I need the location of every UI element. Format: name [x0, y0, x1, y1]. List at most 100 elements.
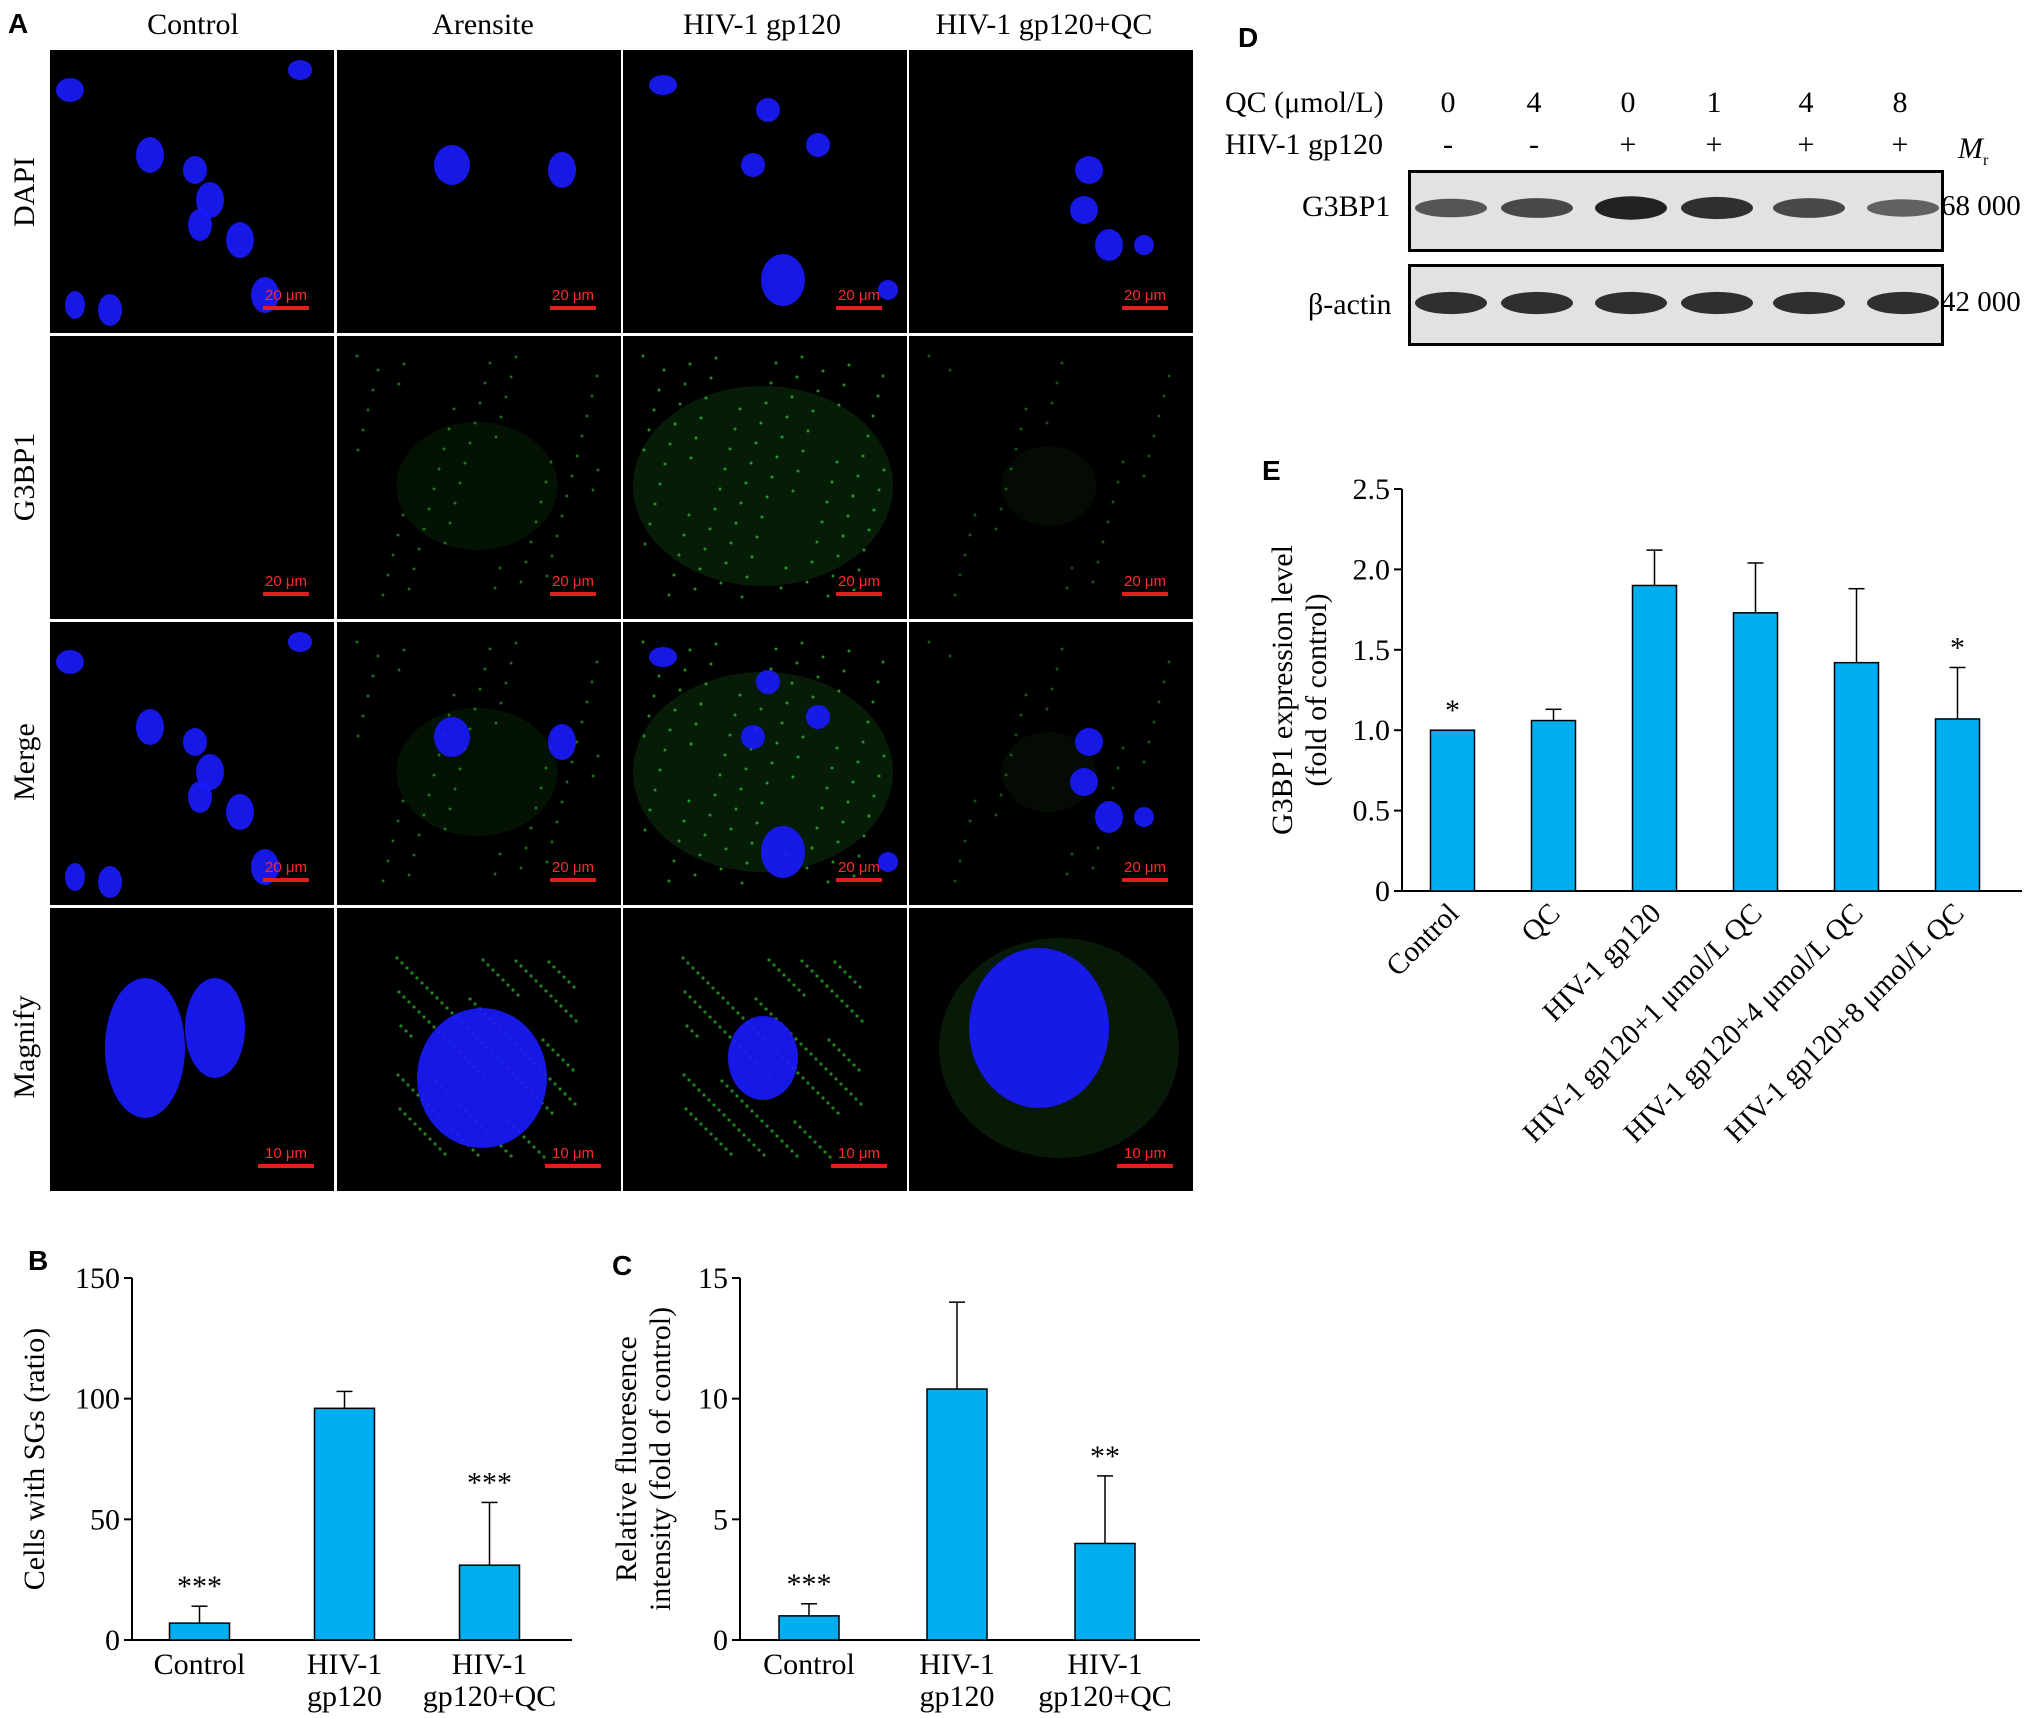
y-axis-label: (fold of control) — [1300, 593, 1333, 786]
wb-gp120-value: + — [1705, 128, 1723, 161]
significance-label: *** — [787, 1568, 832, 1601]
bar — [1074, 1542, 1136, 1641]
scale-bar: 20 μm — [256, 573, 316, 596]
chart-c: 0 5 10 15 Relative fluoresence intensity (fol… — [600, 1240, 1220, 1718]
scale-bar: 20 μm — [543, 859, 603, 882]
y-axis-label: intensity (fold of control) — [644, 1307, 677, 1611]
y-tick-label: 2.0 — [1353, 553, 1391, 586]
x-tick-label: Control — [1380, 897, 1465, 982]
blot-band — [1681, 196, 1753, 220]
wb-gp120-value: + — [1797, 128, 1815, 161]
wb-mr-68000: 68 000 — [1941, 190, 2021, 222]
wb-gp120-value: - — [1529, 128, 1539, 161]
scale-bar: 20 μm — [256, 859, 316, 882]
micrograph-g3bp1-3 — [909, 336, 1193, 619]
column-header-gp120-qc: HIV-1 gp120+QC — [935, 8, 1153, 41]
scale-bar: 20 μm — [829, 859, 889, 882]
wb-gp120-value: - — [1443, 128, 1453, 161]
blot-band — [1415, 291, 1487, 315]
row-label-magnify: Magnify — [8, 995, 41, 1099]
y-tick-label: 100 — [75, 1383, 120, 1416]
significance-label: ** — [1090, 1440, 1120, 1473]
bar — [1833, 661, 1880, 892]
blot-band — [1501, 291, 1573, 315]
row-label-merge: Merge — [8, 723, 41, 801]
scale-bar: 10 μm — [543, 1145, 603, 1168]
scale-bar: 20 μm — [1115, 859, 1175, 882]
x-tick-label: HIV-1 — [307, 1648, 383, 1681]
bar — [313, 1407, 376, 1641]
bar — [778, 1615, 840, 1641]
x-tick-label: gp120+QC — [1038, 1680, 1172, 1713]
wb-mr-42000: 42 000 — [1941, 286, 2021, 318]
y-tick-label: 10 — [698, 1383, 728, 1416]
micrograph-merge-2 — [623, 622, 907, 905]
wb-qc-value: 8 — [1892, 86, 1908, 119]
panel-letter-b: B — [28, 1245, 49, 1276]
bar — [926, 1388, 988, 1641]
blot-band — [1681, 291, 1753, 315]
significance-label: * — [1445, 694, 1460, 727]
wb-blot-actin — [1408, 264, 1944, 346]
bar — [168, 1622, 231, 1641]
wb-mr-label: Mr — [1958, 132, 1989, 169]
wb-gp120-value: + — [1891, 128, 1909, 161]
x-tick-label: HIV-1 — [919, 1648, 995, 1681]
y-tick-label: 0 — [713, 1624, 728, 1657]
x-tick-label: Control — [763, 1648, 855, 1681]
y-tick-label: 0 — [1375, 875, 1390, 908]
scale-bar: 20 μm — [543, 287, 603, 310]
scale-bar: 10 μm — [1115, 1145, 1175, 1168]
panel-letter-d: D — [1238, 22, 1259, 53]
y-tick-label: 5 — [713, 1503, 728, 1536]
blot-band — [1595, 196, 1667, 220]
micrograph-dapi-2 — [623, 50, 907, 333]
micrograph-g3bp1-1 — [337, 336, 621, 619]
y-tick-label: 2.5 — [1353, 473, 1391, 506]
scale-bar: 10 μm — [256, 1145, 316, 1168]
wb-gp120-value: + — [1619, 128, 1637, 161]
x-tick-label: HIV-1 — [1067, 1648, 1143, 1681]
y-tick-label: 1.5 — [1353, 634, 1391, 667]
panel-letter-e: E — [1262, 455, 1281, 486]
micrograph-magnify-1 — [337, 908, 621, 1191]
significance-label: *** — [177, 1570, 222, 1603]
micrograph-dapi-3 — [909, 50, 1193, 333]
blot-band — [1595, 291, 1667, 315]
blot-band — [1773, 291, 1845, 315]
scale-bar: 20 μm — [1115, 287, 1175, 310]
scale-bar: 20 μm — [256, 287, 316, 310]
column-header-control: Control — [147, 8, 239, 41]
bar — [458, 1564, 521, 1641]
wb-band-label-actin: β-actin — [1308, 288, 1392, 321]
x-tick-label: gp120+QC — [423, 1680, 557, 1713]
wb-blot-g3bp1 — [1408, 170, 1944, 252]
micrograph-magnify-0 — [50, 908, 334, 1191]
micrograph-g3bp1-0 — [50, 336, 334, 619]
x-tick-label: Control — [154, 1648, 246, 1681]
x-tick-label: HIV-1 — [452, 1648, 528, 1681]
scale-bar: 20 μm — [829, 287, 889, 310]
micrograph-magnify-3 — [909, 908, 1193, 1191]
blot-band — [1867, 199, 1939, 217]
panel-letter-c: C — [612, 1250, 633, 1281]
bar — [1631, 584, 1678, 892]
scale-bar: 20 μm — [543, 573, 603, 596]
scale-bar: 10 μm — [829, 1145, 889, 1168]
y-tick-label: 15 — [698, 1262, 728, 1295]
micrograph-merge-3 — [909, 622, 1193, 905]
significance-label: * — [1950, 631, 1965, 664]
row-label-dapi: DAPI — [8, 157, 41, 228]
wb-gp120-label: HIV-1 gp120 — [1225, 128, 1384, 161]
wb-qc-value: 0 — [1620, 86, 1636, 119]
blot-band — [1773, 198, 1845, 218]
wb-qc-value: 0 — [1440, 86, 1456, 119]
chart-e: 0 0.5 1.0 1.5 2.0 2.5 G3BP1 expression level (f… — [1240, 455, 2032, 1200]
wb-qc-value: 4 — [1526, 86, 1542, 119]
blot-band — [1501, 198, 1573, 218]
row-label-g3bp1: G3BP1 — [8, 432, 41, 522]
column-header-gp120: HIV-1 gp120 — [682, 8, 842, 41]
micrograph-magnify-2 — [623, 908, 907, 1191]
blot-band — [1867, 291, 1939, 315]
y-tick-label: 1.0 — [1353, 714, 1391, 747]
